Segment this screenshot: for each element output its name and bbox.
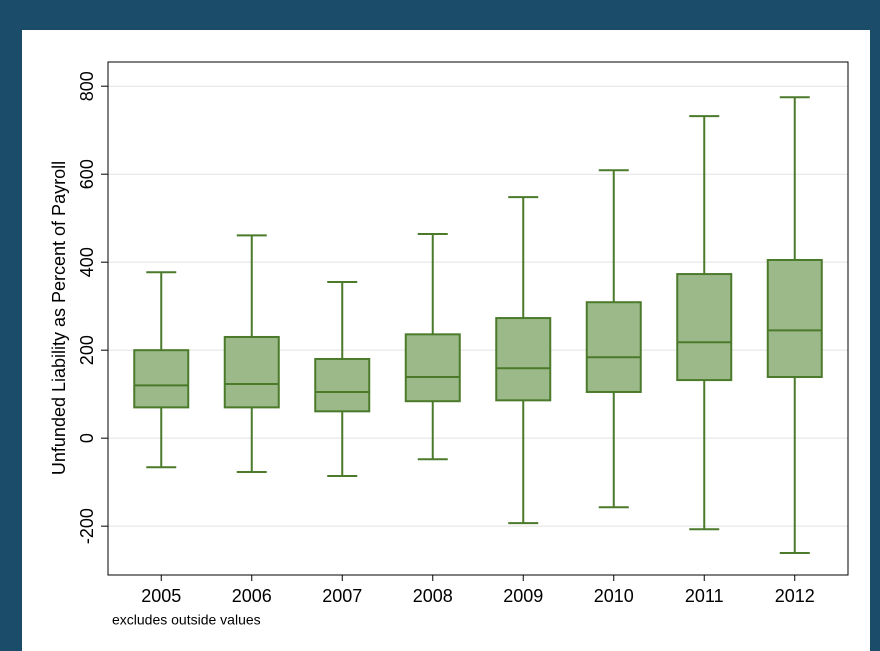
y-tick-label: 600: [77, 159, 97, 189]
box: [676, 273, 733, 382]
y-tick-label: 0: [77, 433, 97, 443]
x-tick-label: 2011: [685, 586, 724, 606]
y-tick-label: 200: [77, 335, 97, 365]
x-tick-label: 2007: [322, 586, 362, 606]
x-tick-label: 2009: [503, 586, 543, 606]
x-tick-label: 2005: [141, 586, 181, 606]
box: [585, 301, 642, 393]
x-tick-label: 2008: [413, 586, 453, 606]
y-tick-label: -200: [77, 508, 97, 544]
x-tick-label: 2010: [594, 586, 634, 606]
box: [495, 317, 552, 402]
box: [404, 333, 461, 403]
y-axis-label: Unfunded Liability as Percent of Payroll: [49, 161, 69, 475]
y-tick-label: 400: [77, 247, 97, 277]
plot-frame: [107, 61, 849, 576]
note: excludes outside values: [112, 612, 261, 628]
box: [133, 349, 190, 409]
y-tick-label: 800: [77, 71, 97, 101]
box: [223, 335, 280, 409]
box: [314, 357, 371, 413]
x-tick-label: 2012: [775, 586, 815, 606]
x-tick-label: 2006: [232, 586, 272, 606]
box: [766, 258, 823, 379]
